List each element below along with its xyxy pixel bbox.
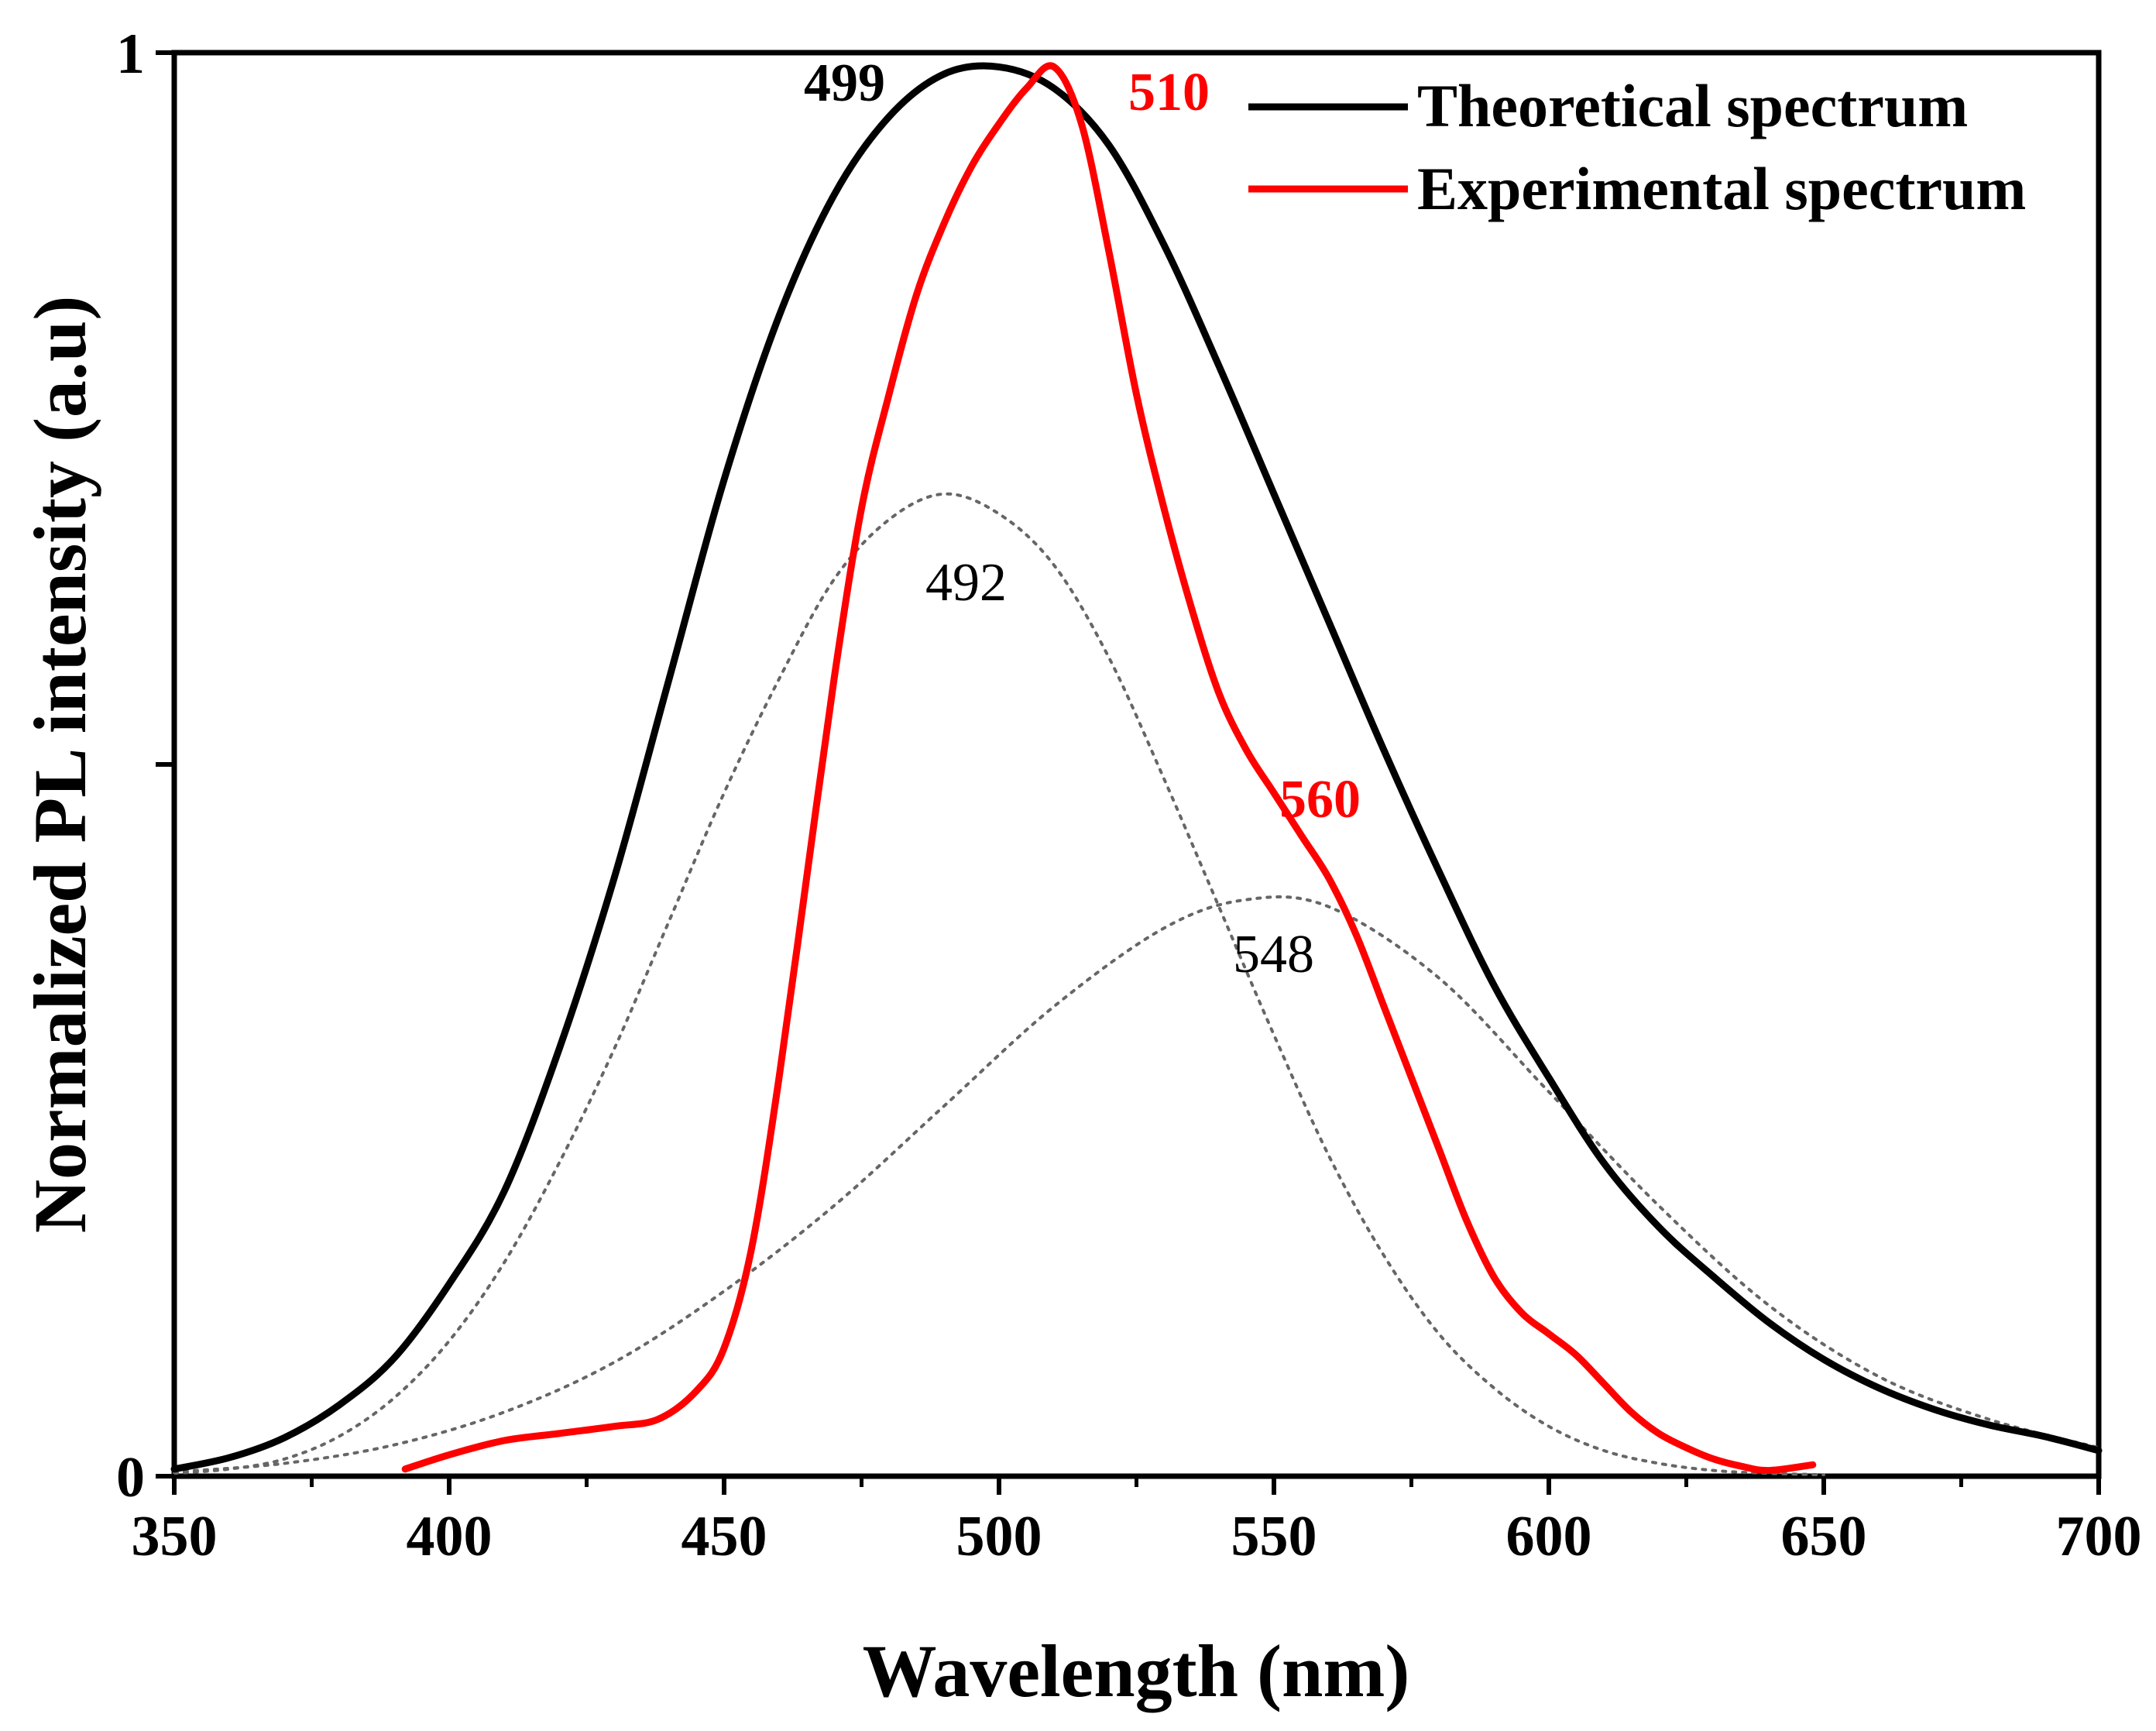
annotation-499: 499 [804, 53, 885, 113]
x-tick-label: 600 [1506, 1505, 1592, 1568]
annotation-492: 492 [925, 553, 1007, 613]
y-axis-title: Normalized PL intensity (a.u) [19, 296, 101, 1234]
x-axis-title: Wavelength (nm) [863, 1630, 1410, 1712]
series-line-gaussian-component-548 [173, 895, 2100, 1474]
annotation-510: 510 [1128, 63, 1210, 122]
x-tick-label: 650 [1781, 1505, 1867, 1568]
series-line-theoretical-spectrum [170, 62, 2103, 1473]
x-tick-label: 350 [132, 1505, 218, 1568]
series-layer [170, 62, 2103, 1477]
x-tick-label: 700 [2056, 1505, 2142, 1568]
x-tick-label: 550 [1231, 1505, 1317, 1568]
annotation-560: 560 [1279, 770, 1361, 829]
legend-label-theoretical: Theoretical spectrum [1417, 72, 1968, 139]
annotation-548: 548 [1233, 925, 1314, 984]
y-tick-label: 0 [116, 1446, 145, 1509]
x-tick-label: 450 [681, 1505, 767, 1568]
legend: Theoretical spectrum Experimental spectr… [1248, 72, 2026, 222]
series-line-gaussian-component-492 [173, 492, 1825, 1477]
y-tick-label: 1 [116, 22, 145, 86]
ticks-layer: 350 400 450 500 550 600 650 700 0 1 [116, 22, 2142, 1568]
series-line-experimental-spectrum [401, 62, 1817, 1475]
x-tick-label: 400 [407, 1505, 493, 1568]
x-tick-label: 500 [956, 1505, 1042, 1568]
legend-label-experimental: Experimental spectrum [1417, 155, 2026, 222]
